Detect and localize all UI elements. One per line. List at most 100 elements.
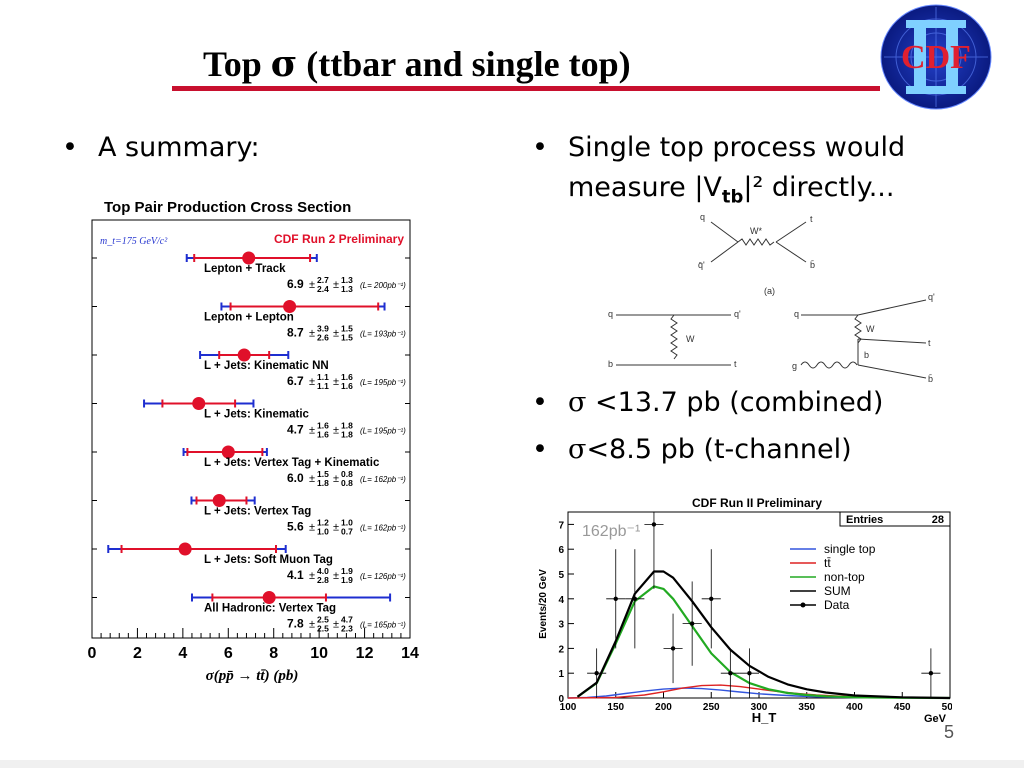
ht-x-tick-label: 250 [703, 702, 720, 713]
vtb-suffix: |² directly... [743, 172, 895, 203]
ht-x-tick-label: 350 [798, 702, 815, 713]
xs-syst-up: 1.3 [341, 275, 353, 285]
xs-data-point [242, 251, 256, 265]
xs-measurement-label: Lepton + Lepton [204, 312, 294, 324]
ht-entries-box [839, 511, 951, 527]
vtb-subscript: tb [721, 186, 744, 208]
xs-syst-up: 1.6 [341, 372, 353, 382]
xs-stat-up: 3.9 [317, 324, 329, 334]
xs-frame [91, 219, 411, 639]
fd-s-q: q [700, 212, 705, 222]
ht-legend-entry: tt̄ [790, 556, 831, 570]
ht-entries-label: Entries [846, 514, 883, 526]
bullet-dot-icon: • [532, 132, 548, 163]
logo-text: CDF [901, 39, 971, 76]
xs-data-point [178, 542, 192, 556]
ht-legend-label: Data [824, 598, 850, 612]
xs-measurement-label: L + Jets: Vertex Tag + Kinematic [204, 457, 380, 469]
fd-wg-b: b [864, 350, 869, 360]
fd-t-qp: q' [734, 309, 741, 319]
xs-stat-dn: 2.5 [317, 624, 329, 634]
ht-data-marker [651, 522, 657, 527]
fd-s-w: W* [750, 226, 762, 236]
xs-syst-dn: 0.7 [341, 527, 353, 537]
xs-x-tick-label: 14 [401, 645, 419, 662]
ht-frame [567, 511, 951, 699]
xs-lumi: (L= 193pb⁻¹) [360, 330, 406, 339]
bullet-dot-icon: • [62, 132, 78, 163]
xs-data-point [237, 348, 251, 362]
xs-x-tick-label: 10 [310, 645, 328, 662]
ht-data-point [625, 549, 645, 649]
ht-data-point [921, 648, 941, 698]
fd-t-q: q [608, 309, 613, 319]
xs-pm-symbol: ± [309, 328, 315, 340]
ht-data-marker [594, 671, 599, 676]
ht-data-marker [709, 596, 714, 601]
xs-syst-up: 1.9 [341, 566, 353, 576]
xs-measurement-label: All Hadronic: Vertex Tag [204, 603, 336, 615]
ht-lumi-label: 162pb⁻¹ [582, 523, 640, 540]
bullet-single-top-line1: Single top process would [568, 132, 906, 163]
ht-legend-label: non-top [824, 570, 865, 584]
cross-section-chart: Top Pair Production Cross Section m_t=17… [88, 199, 419, 684]
fd-t-w: W [686, 334, 695, 344]
ht-data-point [644, 512, 664, 589]
ht-legend-entry: single top [790, 542, 876, 556]
xs-stat-up: 1.5 [317, 469, 329, 479]
xs-measurement: L + Jets: Vertex Tag + Kinematic 6.0 ±1.51… [182, 445, 406, 488]
xs-x-tick-label: 4 [178, 645, 187, 662]
ht-data-point [663, 613, 683, 684]
ht-x-tick-label: 500 [942, 702, 952, 713]
title-prefix: Top [203, 44, 271, 84]
ht-y-tick-label: 2 [558, 644, 564, 655]
xs-pm-symbol: ± [333, 619, 339, 631]
vtb-text: measure |Vtb|² directly... [568, 171, 894, 214]
ht-data-marker [689, 621, 695, 626]
xs-measurement-value: 4.1 [287, 568, 304, 582]
ht-legend-entry: SUM [790, 584, 851, 598]
xs-syst-dn: 0.8 [341, 478, 353, 488]
xs-title: Top Pair Production Cross Section [104, 199, 351, 216]
ht-y-tick-label: 6 [558, 545, 564, 556]
bullet-summary-text: A summary: [98, 132, 260, 163]
xs-stat-dn: 1.0 [317, 527, 329, 537]
xs-stat-up: 4.0 [317, 566, 329, 576]
ht-data-marker [670, 646, 676, 651]
ht-distribution-chart: CDF Run II Preliminary 162pb⁻¹ Entries 2… [538, 496, 952, 725]
ht-ylabel: Events/20 GeV [538, 569, 549, 639]
xs-stat-up: 2.7 [317, 275, 329, 285]
xs-syst-dn: 1.9 [341, 575, 353, 585]
fd-wg-t: t [928, 338, 931, 348]
xs-stat-up: 1.1 [317, 372, 329, 382]
xs-measurement-label: L + Jets: Soft Muon Tag [204, 554, 333, 566]
xs-measurement-label: L + Jets: Kinematic [204, 409, 310, 421]
xs-pm-symbol: ± [333, 376, 339, 388]
xs-stat-dn: 1.6 [317, 430, 329, 440]
fd-wg-q: q [794, 309, 799, 319]
fd-wg-bbar: b̄ [928, 374, 933, 384]
ht-data-marker [632, 596, 638, 601]
xs-pm-symbol: ± [333, 570, 339, 582]
fd-wg-g: g [792, 361, 797, 371]
ht-x-tick-label: 400 [846, 702, 863, 713]
xs-x-tick-label: 6 [224, 645, 233, 662]
xs-pm-symbol: ± [333, 425, 339, 437]
ht-legend-label: tt̄ [824, 556, 831, 570]
xs-pm-symbol: ± [309, 376, 315, 388]
ht-x-tick-label: 450 [894, 702, 911, 713]
title-suffix: (ttbar and single top) [297, 44, 631, 84]
xs-measurement: L + Jets: Kinematic NN6.7 ±1.11.1 ±1.61.6(… [199, 348, 406, 391]
xs-syst-up: 0.8 [341, 469, 353, 479]
xs-stat-up: 2.5 [317, 615, 329, 625]
cdf-logo: CDF [880, 4, 992, 110]
xs-stat-dn: 1.1 [317, 381, 329, 391]
bullet-dot-icon: • [532, 387, 548, 418]
xs-pm-symbol: ± [333, 279, 339, 291]
xs-measurement-value: 5.6 [287, 520, 304, 534]
xs-measurement-value: 6.0 [287, 471, 304, 485]
xs-prelim-label: CDF Run 2 Preliminary [274, 232, 404, 246]
